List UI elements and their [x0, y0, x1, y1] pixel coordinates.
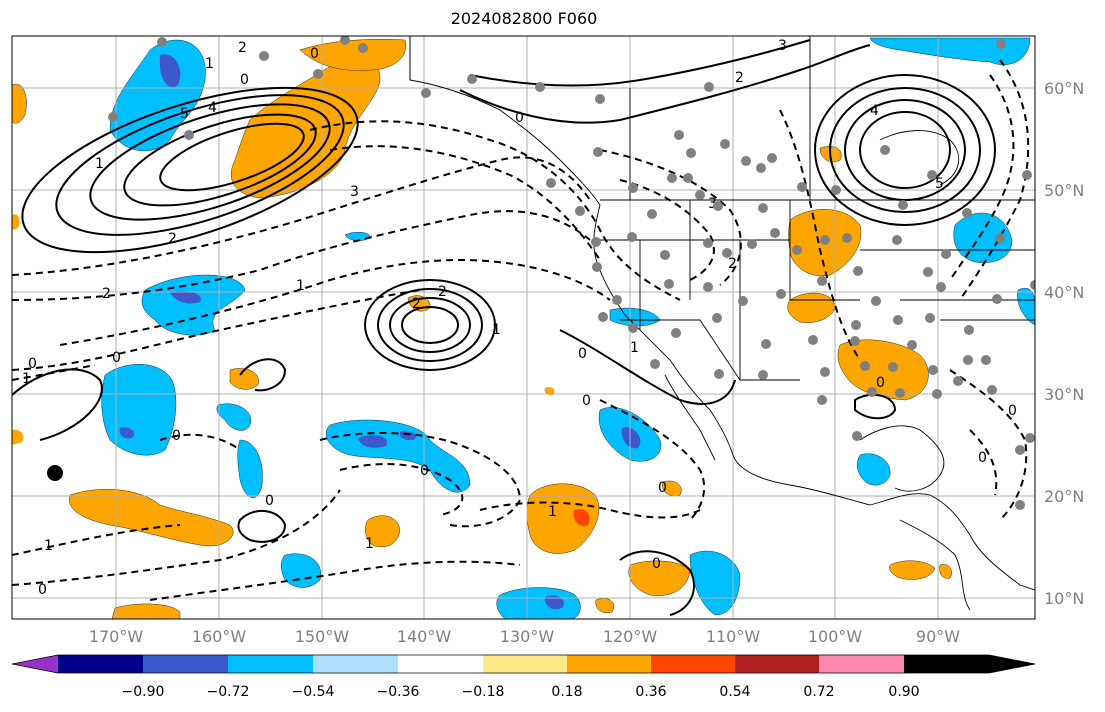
colorbar-segment	[398, 655, 483, 673]
contour-label: 0	[38, 582, 47, 598]
colorbar-tick-label: 0.36	[635, 684, 666, 700]
colorbar-extend-high	[904, 655, 1035, 673]
plot-title: 2024082800 F060	[450, 9, 598, 28]
map-area: 2 1 0 4 5 2 3 0 2 3 4 5 1 2 0 1 2 2 3 2 …	[12, 36, 1035, 619]
contour-label: 0	[265, 493, 274, 509]
contour-label: 2	[438, 284, 447, 300]
contour-label: 4	[208, 100, 217, 116]
contour-label: 0	[310, 46, 319, 62]
contour-label: 1	[95, 156, 104, 172]
map-frame	[11, 35, 1036, 620]
contour-label: 0	[172, 428, 181, 444]
contour-label: 0	[876, 375, 885, 391]
contour-label: 3	[778, 38, 787, 54]
colorbar: −0.90 −0.72 −0.54 −0.36 −0.18 0.18 0.36 …	[11, 654, 1036, 700]
colorbar-segment	[228, 655, 313, 673]
contour-label: 2	[728, 256, 737, 272]
colorbar-segment	[651, 655, 735, 673]
colorbar-tick-label: −0.90	[122, 684, 165, 700]
contour-label: 3	[350, 184, 359, 200]
contour-label: 0	[420, 463, 429, 479]
colorbar-segment	[313, 655, 398, 673]
colorbar-tick-label: 0.54	[719, 684, 750, 700]
contour-label: 2	[102, 286, 111, 302]
contour-label: 2	[238, 40, 247, 56]
contour-label: 0	[578, 346, 587, 362]
colorbar-segment	[735, 655, 819, 673]
lat-tick-label: 10°N	[1044, 589, 1084, 608]
latitude-axis: 60°N 50°N 40°N 30°N 20°N 10°N	[1044, 79, 1084, 608]
contour-label: 2	[168, 231, 177, 247]
lat-tick-label: 20°N	[1044, 487, 1084, 506]
contour-label: 0	[1008, 403, 1017, 419]
colorbar-segment	[567, 655, 651, 673]
lon-tick-label: 170°W	[89, 627, 144, 646]
contour-label: 5	[935, 176, 944, 192]
colorbar-extend-low	[12, 655, 58, 673]
contour-label: 0	[240, 72, 249, 88]
station-markers	[108, 36, 1035, 510]
contour-label-group: 2 1 0 4 5 2 3 0 2 3 4 5 1 2 0 1 2 2 3 2 …	[22, 38, 1017, 598]
colorbar-tick-label: 0.18	[551, 684, 582, 700]
colorbar-tick-label: −0.36	[377, 684, 420, 700]
contour-label: 5	[180, 106, 189, 122]
contour-label: 4	[870, 103, 879, 119]
colorbar-segment	[819, 655, 904, 673]
lat-tick-label: 40°N	[1044, 283, 1084, 302]
contour-label: 2	[412, 296, 421, 312]
lon-tick-label: 120°W	[603, 627, 658, 646]
contour-lines-dashed	[12, 59, 1030, 601]
colorbar-segment	[58, 655, 143, 673]
contour-label: 0	[112, 350, 121, 366]
contour-label: 3	[708, 196, 717, 212]
lat-tick-label: 50°N	[1044, 181, 1084, 200]
lon-tick-label: 160°W	[192, 627, 247, 646]
colorbar-tick-label: 0.90	[888, 684, 919, 700]
lat-tick-label: 30°N	[1044, 385, 1084, 404]
contour-label: 2	[735, 70, 744, 86]
colorbar-segment	[143, 655, 228, 673]
lon-tick-label: 90°W	[916, 627, 960, 646]
contour-label: 1	[492, 322, 501, 338]
colorbar-tick-label: −0.54	[292, 684, 335, 700]
lon-tick-label: 110°W	[706, 627, 761, 646]
longitude-axis: 170°W 160°W 150°W 140°W 130°W 120°W 110°…	[89, 627, 960, 646]
lat-tick-label: 60°N	[1044, 79, 1084, 98]
contour-lines	[12, 39, 996, 616]
contour-label: 0	[515, 110, 524, 126]
colorbar-tick-label: −0.72	[207, 684, 250, 700]
colorbar-tick-label: 0.72	[803, 684, 834, 700]
contour-label: 1	[205, 56, 214, 72]
contour-label: 0	[978, 450, 987, 466]
colorbar-tick-label: −0.18	[462, 684, 505, 700]
lon-tick-label: 100°W	[808, 627, 863, 646]
contour-label: 0	[28, 356, 37, 372]
lon-tick-label: 150°W	[295, 627, 350, 646]
contour-label: 1	[44, 538, 53, 554]
lon-tick-label: 130°W	[500, 627, 555, 646]
contour-label: 1	[548, 504, 557, 520]
contour-label: 1	[22, 371, 31, 387]
colorbar-segment	[483, 655, 567, 673]
contour-label: 0	[652, 556, 661, 572]
contour-label: 0	[582, 393, 591, 409]
contour-label: 0	[658, 480, 667, 496]
contour-label: 1	[296, 278, 305, 294]
lon-tick-label: 140°W	[397, 627, 452, 646]
marker-dot	[47, 465, 63, 481]
contour-label: 1	[630, 340, 639, 356]
coastlines	[409, 36, 1035, 611]
contour-label: 1	[365, 536, 374, 552]
